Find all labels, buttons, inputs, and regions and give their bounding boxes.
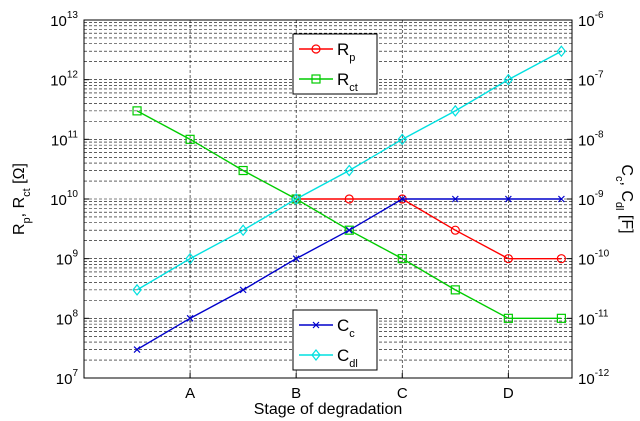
series-r-p: [291, 194, 566, 264]
right-axis-label: Cc, Cdl [F]: [613, 164, 635, 233]
left-y-tick-label: 109: [56, 249, 79, 269]
data-point: [291, 193, 301, 205]
legend-top-center: Rp Rct: [292, 33, 378, 95]
left-y-tick-label: 1011: [51, 129, 79, 149]
data-point: [185, 252, 195, 265]
data-point: [185, 134, 195, 144]
data-point: [450, 104, 461, 117]
left-y-tick-label: 107: [56, 368, 79, 388]
left-y-tick-label: 1013: [50, 10, 78, 30]
series-line: [296, 198, 562, 260]
data-point: [556, 254, 566, 264]
data-point: [504, 195, 512, 203]
data-point: [450, 285, 460, 295]
right-y-tick-label: 10-7: [578, 70, 604, 90]
legend-swatch-marker: [312, 321, 320, 329]
legend-box: [292, 309, 378, 371]
left-y-tick-label: 108: [56, 308, 79, 328]
data-point: [557, 195, 565, 203]
legend-swatch-marker: [311, 349, 321, 361]
legend-label: Rct: [337, 70, 358, 94]
series-line: [136, 50, 562, 291]
data-point: [238, 165, 248, 176]
x-tick-label: B: [291, 385, 301, 402]
legend-box: [292, 33, 378, 95]
x-tick-label: A: [185, 385, 195, 402]
data-point: [556, 45, 567, 58]
data-point: [344, 225, 354, 235]
series-layer: [132, 45, 567, 353]
legend-label: Cdl: [337, 346, 358, 370]
data-point: [503, 313, 513, 323]
grid: [84, 20, 572, 378]
legend-label: Rp: [337, 40, 355, 64]
x-axis-label: Stage of degradation: [254, 401, 403, 418]
data-point: [186, 314, 194, 322]
right-y-tick-label: 10-6: [578, 10, 604, 30]
data-point: [450, 225, 460, 235]
axes: A B C D 107 108 109 1010 1011 1012 1013 10-12 10-11 1…: [11, 10, 635, 402]
data-point: [397, 133, 408, 146]
data-point: [132, 106, 142, 116]
legend-swatch-marker: [311, 74, 321, 84]
left-axis-label: Rp, Rct [Ω]: [11, 163, 33, 235]
data-point: [133, 346, 141, 353]
series-c-dl: [132, 45, 567, 296]
data-point: [344, 194, 354, 204]
legends: Rp Rct Cc Cdl: [292, 33, 378, 371]
right-y-tick-label: 10-9: [578, 189, 604, 209]
data-point: [451, 195, 459, 203]
right-y-tick-label: 10-11: [578, 308, 609, 328]
legend-bottom-center: Cc Cdl: [292, 309, 378, 371]
data-point: [292, 255, 300, 263]
legend-label: Cc: [337, 316, 355, 340]
left-y-tick-label: 1012: [50, 70, 78, 90]
x-tick-label: C: [397, 385, 408, 402]
data-point: [503, 73, 514, 86]
data-point: [398, 195, 406, 203]
right-y-tick-label: 10-12: [578, 368, 610, 388]
right-y-tick-label: 10-8: [578, 129, 604, 149]
legend-swatch-marker: [311, 44, 321, 54]
left-y-tick-label: 1010: [50, 189, 78, 209]
data-point: [238, 224, 248, 237]
data-point: [556, 313, 566, 323]
x-tick-label: D: [503, 385, 514, 402]
right-y-tick-label: 10-10: [578, 249, 610, 269]
data-point: [239, 286, 247, 294]
data-point: [344, 164, 354, 177]
data-point: [132, 283, 142, 296]
data-point: [397, 254, 407, 264]
series-c-c: [133, 195, 565, 353]
data-point: [345, 226, 353, 234]
data-point: [503, 254, 513, 264]
